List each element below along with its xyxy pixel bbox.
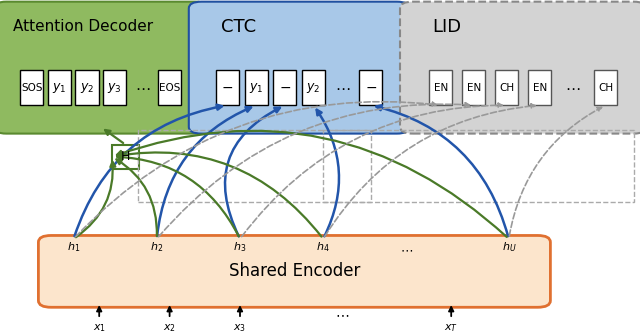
Bar (103, 70, 126, 105)
Text: $h_{U}$: $h_{U}$ (502, 240, 516, 254)
Text: $y_2$: $y_2$ (80, 81, 94, 95)
Text: $\cdots$: $\cdots$ (335, 307, 349, 321)
Bar (429, 70, 452, 105)
Bar (495, 70, 518, 105)
Bar (360, 70, 383, 105)
Text: −: − (279, 81, 291, 95)
Text: EN: EN (434, 83, 448, 93)
Text: $y_3$: $y_3$ (108, 81, 122, 95)
Text: $y_1$: $y_1$ (52, 81, 67, 95)
Bar (76, 70, 99, 105)
Text: $h_{3}$: $h_{3}$ (234, 240, 246, 254)
Bar (594, 70, 617, 105)
Text: CTC: CTC (221, 18, 256, 36)
Text: LID: LID (432, 18, 461, 36)
Bar (158, 70, 181, 105)
Text: CH: CH (499, 83, 515, 93)
Text: $y_1$: $y_1$ (249, 81, 264, 95)
Text: −: − (365, 81, 377, 95)
Text: $x_{T}$: $x_{T}$ (444, 322, 458, 334)
Text: EN: EN (467, 83, 481, 93)
Bar (323, 130, 634, 202)
Bar (138, 130, 371, 202)
Bar (244, 70, 268, 105)
Text: $h_{4}$: $h_{4}$ (316, 240, 330, 254)
Text: $x_{2}$: $x_{2}$ (163, 322, 176, 334)
Bar (273, 70, 296, 105)
Bar (302, 70, 325, 105)
Text: H: H (121, 150, 130, 163)
FancyBboxPatch shape (400, 2, 640, 134)
Bar (48, 70, 71, 105)
Bar (528, 70, 551, 105)
Text: EOS: EOS (159, 83, 180, 93)
Bar (112, 145, 139, 169)
Text: $h_{2}$: $h_{2}$ (150, 240, 163, 254)
Text: Shared Encoder: Shared Encoder (228, 263, 360, 280)
Text: $\cdots$: $\cdots$ (335, 80, 350, 95)
Text: $h_{1}$: $h_{1}$ (67, 240, 80, 254)
Text: −: − (221, 81, 233, 95)
Text: $y_2$: $y_2$ (307, 81, 321, 95)
Text: $x_{3}$: $x_{3}$ (234, 322, 246, 334)
Text: $\cdots$: $\cdots$ (134, 80, 150, 95)
FancyBboxPatch shape (0, 2, 208, 134)
FancyBboxPatch shape (38, 235, 550, 307)
Text: CH: CH (598, 83, 613, 93)
Text: $\cdots$: $\cdots$ (400, 244, 413, 257)
Text: $\cdots$: $\cdots$ (565, 80, 580, 95)
FancyBboxPatch shape (189, 2, 410, 134)
Text: $x_{1}$: $x_{1}$ (93, 322, 106, 334)
Text: EN: EN (532, 83, 547, 93)
Text: Attention Decoder: Attention Decoder (13, 19, 153, 34)
Text: SOS: SOS (21, 83, 42, 93)
Bar (20, 70, 44, 105)
Bar (462, 70, 485, 105)
Bar (216, 70, 239, 105)
